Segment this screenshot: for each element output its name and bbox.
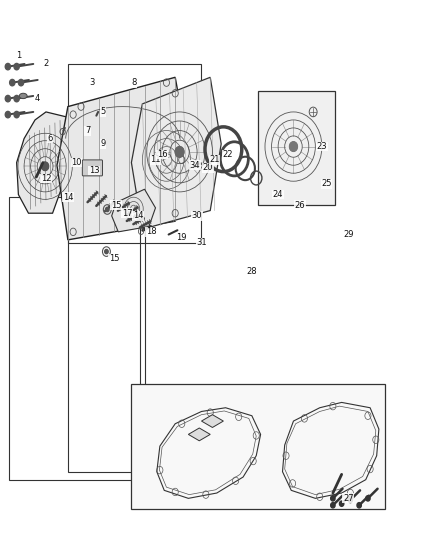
Polygon shape bbox=[201, 415, 223, 427]
Text: 2: 2 bbox=[43, 60, 49, 68]
Circle shape bbox=[175, 147, 184, 157]
Circle shape bbox=[10, 79, 15, 86]
Text: 26: 26 bbox=[295, 201, 305, 209]
Circle shape bbox=[331, 503, 335, 508]
Text: 9: 9 bbox=[100, 140, 106, 148]
Text: 4: 4 bbox=[35, 94, 40, 103]
Polygon shape bbox=[188, 428, 210, 441]
Text: 18: 18 bbox=[146, 228, 156, 236]
Bar bbox=[9, 197, 140, 480]
Polygon shape bbox=[112, 189, 155, 232]
Bar bbox=[131, 384, 385, 509]
FancyBboxPatch shape bbox=[82, 160, 102, 176]
Circle shape bbox=[290, 142, 297, 151]
Text: 14: 14 bbox=[63, 193, 73, 201]
Circle shape bbox=[5, 63, 11, 70]
Text: 29: 29 bbox=[343, 230, 353, 239]
Text: 5: 5 bbox=[100, 108, 106, 116]
Text: 19: 19 bbox=[177, 233, 187, 241]
Text: 16: 16 bbox=[157, 150, 167, 159]
Text: 15: 15 bbox=[111, 201, 121, 209]
Text: 34: 34 bbox=[190, 161, 200, 169]
Text: 31: 31 bbox=[196, 238, 207, 247]
Circle shape bbox=[339, 501, 344, 506]
Text: 15: 15 bbox=[109, 254, 119, 263]
Circle shape bbox=[105, 249, 108, 254]
Text: 1: 1 bbox=[16, 52, 21, 60]
Circle shape bbox=[331, 496, 335, 501]
Text: 11: 11 bbox=[150, 156, 161, 164]
Bar bbox=[258, 91, 335, 205]
Text: 3: 3 bbox=[89, 78, 95, 87]
Text: 10: 10 bbox=[71, 158, 82, 167]
Circle shape bbox=[14, 63, 19, 70]
Circle shape bbox=[18, 79, 24, 86]
Text: 28: 28 bbox=[247, 268, 257, 276]
Ellipse shape bbox=[19, 93, 27, 99]
Text: 6: 6 bbox=[48, 134, 53, 143]
Circle shape bbox=[106, 207, 109, 212]
Circle shape bbox=[357, 503, 361, 508]
Text: 13: 13 bbox=[89, 166, 99, 175]
Text: 21: 21 bbox=[209, 156, 220, 164]
Text: 22: 22 bbox=[223, 150, 233, 159]
Text: 14: 14 bbox=[133, 212, 143, 220]
Bar bbox=[68, 64, 201, 243]
Polygon shape bbox=[57, 77, 188, 240]
Text: 20: 20 bbox=[203, 164, 213, 172]
Circle shape bbox=[366, 496, 370, 501]
Text: 25: 25 bbox=[321, 180, 332, 188]
Circle shape bbox=[14, 111, 19, 118]
Polygon shape bbox=[17, 112, 72, 213]
Circle shape bbox=[14, 95, 19, 102]
Text: 27: 27 bbox=[343, 494, 353, 503]
Text: 24: 24 bbox=[273, 190, 283, 199]
Circle shape bbox=[5, 95, 11, 102]
Text: 8: 8 bbox=[131, 78, 136, 87]
Text: 30: 30 bbox=[192, 212, 202, 220]
Text: 23: 23 bbox=[317, 142, 327, 151]
Polygon shape bbox=[131, 77, 221, 229]
Text: 17: 17 bbox=[122, 209, 132, 217]
Circle shape bbox=[42, 162, 49, 171]
Text: 12: 12 bbox=[41, 174, 51, 183]
Bar bbox=[68, 205, 145, 472]
Circle shape bbox=[5, 111, 11, 118]
Circle shape bbox=[348, 497, 353, 503]
Text: 7: 7 bbox=[85, 126, 90, 135]
